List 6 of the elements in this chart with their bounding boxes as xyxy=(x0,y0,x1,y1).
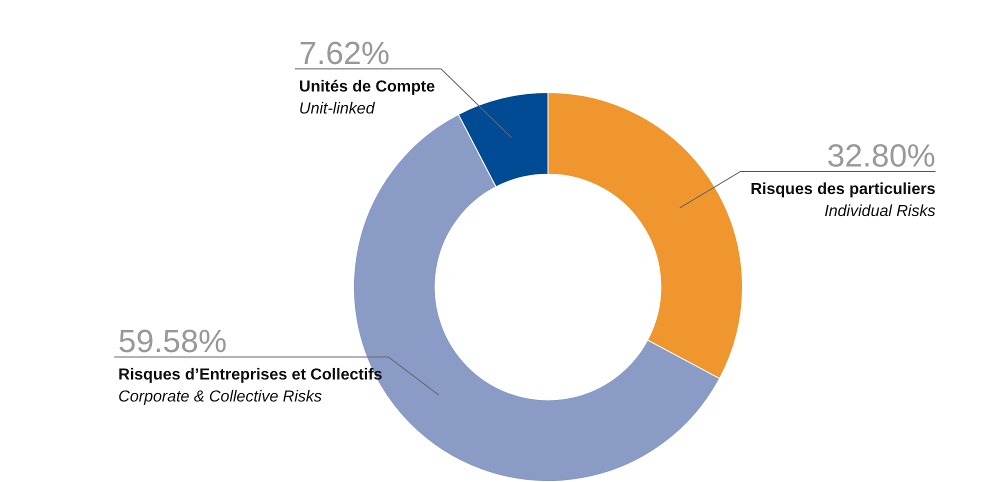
slice-label: Unités de Compte Unit-linked xyxy=(299,78,436,118)
slice-label: Risques des particuliers Individual Risks xyxy=(750,180,936,220)
data-label: 59.58% xyxy=(118,323,227,359)
slice-label: Risques d’Entreprises et Collectifs Corporate & Collective Risks xyxy=(118,366,382,406)
data-label: 7.62% xyxy=(299,34,390,71)
data-label: 32.80% xyxy=(826,138,936,174)
